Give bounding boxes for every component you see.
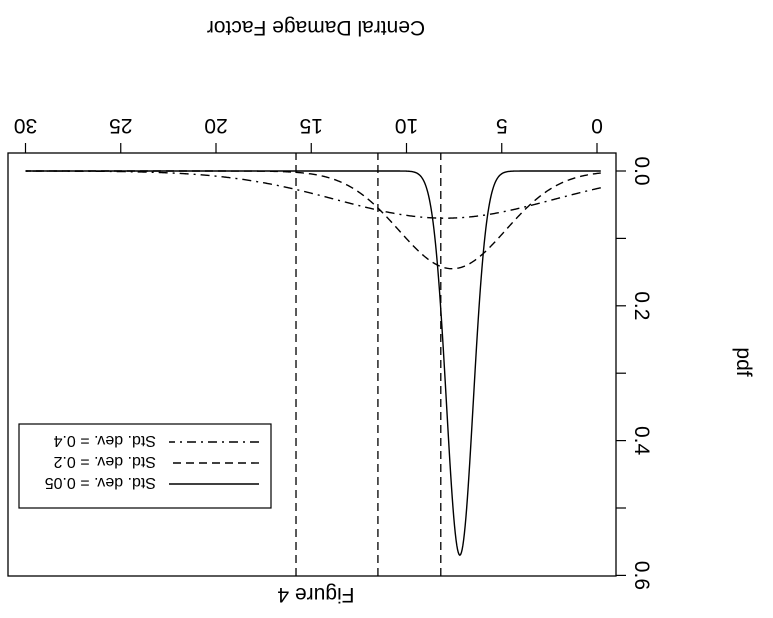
rotated-plot: 0 5 10 15 20 25 30 0.0 0.2 0.4 0.6 Central Damage… [7,16,755,606]
x-tick-label-3: 15 [300,114,323,137]
series-line-1 [25,170,601,270]
series-curves [25,170,601,557]
x-tick-label-2: 10 [395,114,418,137]
vertical-reference-lines [295,153,442,576]
legend: Std. dev. = 0.05 Std. dev. = 0.2 Std. dev.… [18,423,272,509]
x-tick-label-5: 25 [109,114,132,137]
x-tick-label-0: 0 [591,114,603,137]
x-axis-label: Central Damage Factor [207,16,425,39]
legend-label-1: Std. dev. = 0.2 [53,453,156,470]
x-tick-label-4: 20 [204,114,227,137]
x-tick-label-6: 30 [14,114,37,137]
legend-box [18,423,272,509]
y-tick-label-3: 0.6 [630,561,653,590]
y-tick-label-1: 0.2 [630,291,653,320]
x-axis-ticks: 0 5 10 15 20 25 30 [14,114,603,153]
legend-label-0: Std. dev. = 0.05 [45,474,156,491]
y-tick-label-2: 0.4 [630,426,653,456]
figure-caption: Figure 4 [277,583,354,606]
legend-label-2: Std. dev. = 0.4 [53,432,156,449]
y-tick-label-0: 0.0 [630,156,653,185]
x-tick-label-1: 5 [496,114,508,137]
y-axis-ticks: 0.0 0.2 0.4 0.6 [616,156,653,590]
series-line-2 [25,170,601,219]
y-axis-label: pdf [732,347,755,376]
plot-frame [7,152,617,577]
